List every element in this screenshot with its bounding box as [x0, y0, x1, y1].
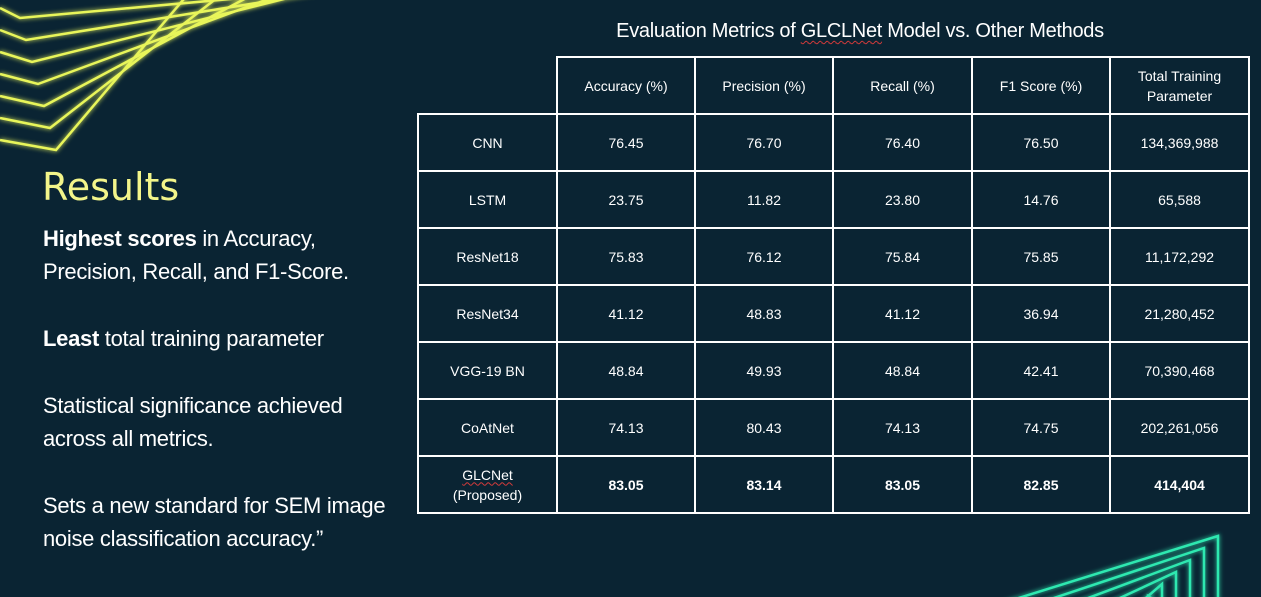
accuracy-cell: 41.12	[556, 284, 696, 343]
bullet-new-standard: Sets a new standard for SEM image noise …	[43, 493, 386, 551]
f1-score-cell: 75.85	[971, 227, 1111, 286]
table-title-model: GLCLNet	[800, 20, 883, 42]
bullet-highest-scores-bold: Highest scores	[43, 226, 197, 251]
model-name-cell: ResNet34	[417, 284, 558, 343]
accuracy-cell: 48.84	[556, 341, 696, 400]
recall-cell: 83.05	[832, 455, 973, 514]
precision-cell: 80.43	[694, 398, 834, 457]
total-params-cell: 65,588	[1109, 170, 1250, 229]
bullet-highest-scores: Highest scores in Accuracy, Precision, R…	[43, 222, 403, 288]
f1-score-cell: 14.76	[971, 170, 1111, 229]
precision-cell: 11.82	[694, 170, 834, 229]
model-name-cell: CNN	[417, 113, 558, 172]
f1-score-cell: 74.75	[971, 398, 1111, 457]
recall-cell: 76.40	[832, 113, 973, 172]
accuracy-cell: 76.45	[556, 113, 696, 172]
yellow-neon-line	[0, 0, 233, 20]
top-left-yellow-lines	[0, 0, 286, 152]
header-recall: Recall (%)	[832, 56, 973, 115]
accuracy-cell: 75.83	[556, 227, 696, 286]
model-name-cell: VGG-19 BN	[417, 341, 558, 400]
precision-cell: 48.83	[694, 284, 834, 343]
table-title: Evaluation Metrics of GLCLNet Model vs. …	[600, 20, 1120, 43]
table-title-prefix: Evaluation Metrics of	[616, 20, 801, 42]
table-row-cnn: CNN 76.45 76.70 76.40 76.50 134,369,988	[417, 113, 1250, 172]
accuracy-cell: 83.05	[556, 455, 696, 514]
proposed-model-name: GLCNet	[462, 466, 513, 483]
teal-neon-line	[1017, 534, 1220, 597]
table-row-glcnet-proposed: GLCNet (Proposed) 83.05 83.14 83.05 82.85…	[417, 455, 1250, 514]
slide-heading: Results	[42, 165, 180, 209]
header-blank-cell	[418, 57, 558, 115]
header-f1-score: F1 Score (%)	[971, 56, 1111, 115]
yellow-neon-line	[0, 0, 286, 64]
table-row-vgg19-bn: VGG-19 BN 48.84 49.93 48.84 42.41 70,390…	[417, 341, 1250, 400]
proposed-model-note: (Proposed)	[452, 486, 523, 503]
f1-score-cell: 42.41	[971, 341, 1111, 400]
model-name-cell: CoAtNet	[417, 398, 558, 457]
f1-score-cell: 36.94	[971, 284, 1111, 343]
teal-neon-line	[1146, 593, 1152, 597]
recall-cell: 75.84	[832, 227, 973, 286]
precision-cell: 76.12	[694, 227, 834, 286]
bullet-list: Highest scores in Accuracy, Precision, R…	[43, 222, 403, 589]
total-params-cell: 414,404	[1109, 455, 1250, 514]
recall-cell: 23.80	[832, 170, 973, 229]
recall-cell: 74.13	[832, 398, 973, 457]
precision-cell: 49.93	[694, 341, 834, 400]
yellow-neon-line	[0, 0, 270, 86]
total-params-cell: 11,172,292	[1109, 227, 1250, 286]
accuracy-cell: 23.75	[556, 170, 696, 229]
metrics-table: Accuracy (%) Precision (%) Recall (%) F1…	[417, 56, 1250, 514]
yellow-neon-line	[0, 0, 246, 108]
bullet-least-params-text: total training parameter	[98, 326, 324, 351]
total-params-cell: 21,280,452	[1109, 284, 1250, 343]
f1-score-cell: 76.50	[971, 113, 1111, 172]
bottom-right-teal-lines	[1017, 534, 1220, 597]
yellow-neon-line	[0, 0, 284, 42]
model-name-cell: ResNet18	[417, 227, 558, 286]
recall-cell: 41.12	[832, 284, 973, 343]
header-accuracy: Accuracy (%)	[556, 56, 696, 115]
teal-neon-line	[1119, 570, 1178, 597]
bullet-least-params: Least total training parameter	[43, 322, 403, 355]
total-params-cell: 134,369,988	[1109, 113, 1250, 172]
bullet-highest-scores-text: in Accuracy, Precision, Recall, and F1-S…	[43, 226, 349, 284]
bullet-significance: Statistical significance achieved across…	[43, 393, 343, 451]
table-row-lstm: LSTM 23.75 11.82 23.80 14.76 65,588	[417, 170, 1250, 229]
total-params-cell: 202,261,056	[1109, 398, 1250, 457]
table-header-row: Accuracy (%) Precision (%) Recall (%) F1…	[418, 56, 1250, 115]
recall-cell: 48.84	[832, 341, 973, 400]
yellow-neon-line	[0, 0, 185, 152]
table-row-resnet34: ResNet34 41.12 48.83 41.12 36.94 21,280,…	[417, 284, 1250, 343]
bullet-least-params-bold: Least	[43, 326, 99, 351]
model-name-cell: GLCNet (Proposed)	[417, 455, 558, 514]
teal-neon-line	[1145, 581, 1164, 597]
header-total-params: Total Training Parameter	[1109, 56, 1250, 115]
table-title-suffix: Model vs. Other Methods	[882, 20, 1104, 42]
total-params-cell: 70,390,468	[1109, 341, 1250, 400]
accuracy-cell: 74.13	[556, 398, 696, 457]
header-precision: Precision (%)	[694, 56, 834, 115]
yellow-neon-line	[0, 0, 217, 130]
table-row-resnet18: ResNet18 75.83 76.12 75.84 75.85 11,172,…	[417, 227, 1250, 286]
teal-neon-line	[1087, 558, 1192, 597]
teal-neon-line	[1053, 546, 1206, 597]
model-name-cell: LSTM	[417, 170, 558, 229]
table-row-coatnet: CoAtNet 74.13 80.43 74.13 74.75 202,261,…	[417, 398, 1250, 457]
f1-score-cell: 82.85	[971, 455, 1111, 514]
precision-cell: 83.14	[694, 455, 834, 514]
precision-cell: 76.70	[694, 113, 834, 172]
